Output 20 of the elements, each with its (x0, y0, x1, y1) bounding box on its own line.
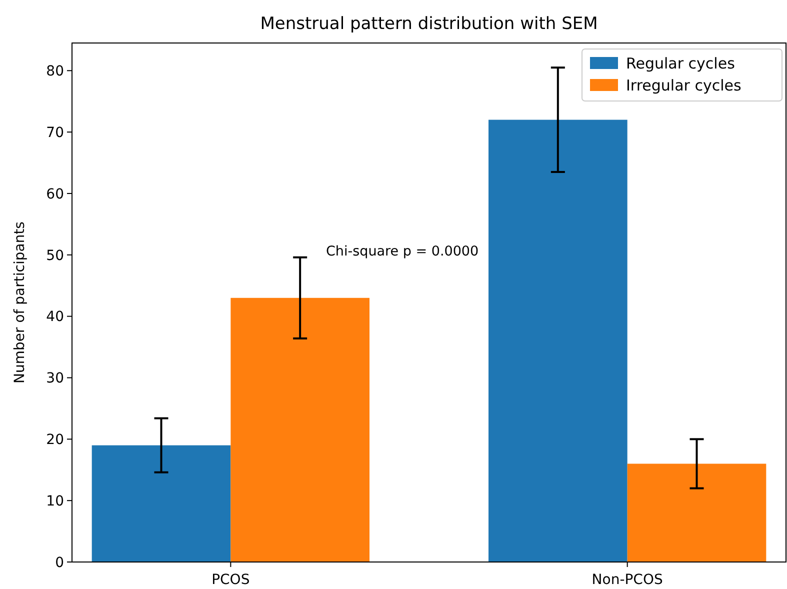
legend-label: Regular cycles (626, 54, 736, 72)
annotation: Chi-square p = 0.0000 (326, 243, 479, 260)
bar (627, 464, 766, 562)
bar (488, 120, 628, 562)
bar (92, 445, 231, 562)
y-tick-label: 30 (46, 370, 64, 387)
y-tick-label: 70 (46, 124, 64, 141)
x-tick-label: Non-PCOS (592, 572, 663, 588)
y-tick-label: 10 (46, 493, 64, 510)
bar (230, 298, 370, 562)
y-tick-label: 50 (46, 248, 64, 264)
x-tick-label: PCOS (212, 572, 250, 588)
y-tick-label: 80 (46, 64, 64, 80)
y-tick-label: 20 (46, 432, 64, 448)
y-tick-label: 0 (55, 554, 64, 571)
y-axis-title: Number of participants (12, 222, 28, 384)
y-tick-label: 60 (46, 186, 64, 202)
legend-label: Irregular cycles (626, 76, 742, 94)
chart-title: Menstrual pattern distribution with SEM (260, 14, 598, 34)
y-tick-label: 40 (46, 309, 64, 326)
